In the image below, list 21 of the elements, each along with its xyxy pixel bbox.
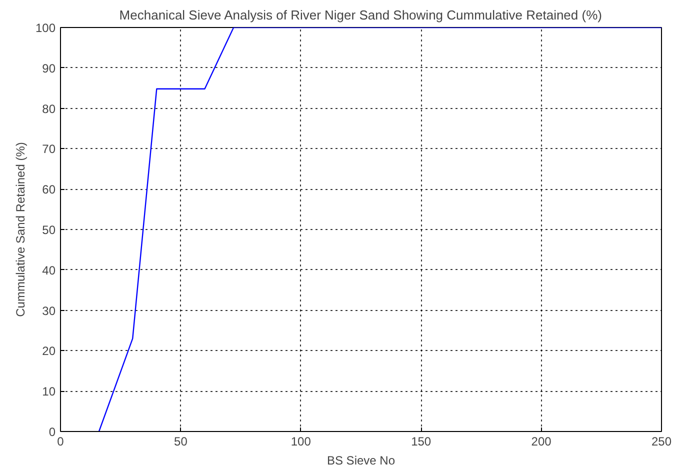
y-tick-label: 0 <box>48 425 56 439</box>
y-tick-label: 50 <box>42 223 56 237</box>
y-tick-label: 70 <box>42 142 56 156</box>
y-tick-label: 30 <box>42 304 56 318</box>
y-tick-label: 80 <box>42 102 56 116</box>
x-tick-label: 250 <box>651 434 672 448</box>
x-tick-label: 50 <box>174 434 188 448</box>
y-tick-label: 10 <box>42 384 56 399</box>
x-tick-label: 150 <box>411 434 432 448</box>
x-tick-label: 0 <box>57 434 64 448</box>
y-tick-label: 20 <box>42 344 56 358</box>
x-tick-label: 200 <box>531 434 552 448</box>
y-tick-label: 40 <box>42 263 56 278</box>
y-tick-label: 90 <box>42 61 56 76</box>
y-axis-title: Cummulative Sand Retained (%) <box>13 142 28 317</box>
y-tick-label: 60 <box>42 182 56 197</box>
x-tick-label: 100 <box>290 434 312 448</box>
y-tick-label: 100 <box>35 21 56 35</box>
chart-title: Mechanical Sieve Analysis of River Niger Sand Showing Cummulative Retained (%) <box>119 8 602 22</box>
x-axis-title: BS Sieve No <box>326 454 396 468</box>
line-series <box>98 28 662 432</box>
